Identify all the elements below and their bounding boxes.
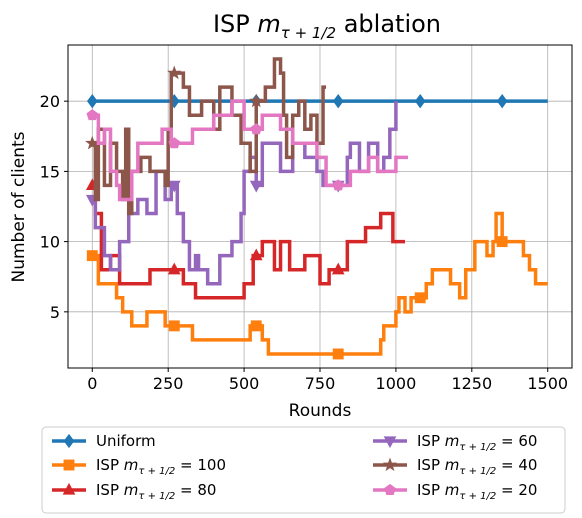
series-marker	[331, 262, 345, 275]
legend-name-value: = 80	[175, 481, 216, 499]
y-axis-label: Number of clients	[9, 131, 29, 282]
legend-label: ISP mτ + 1/2 = 40	[417, 456, 537, 477]
legend-name-value: = 100	[175, 456, 226, 474]
series-marker	[249, 180, 263, 193]
legend-name-prefix: ISP	[417, 456, 445, 474]
legend-name-var: m	[124, 456, 139, 474]
grid	[68, 45, 572, 368]
legend-name-value: = 20	[496, 481, 537, 499]
legend-name-prefix: ISP	[417, 481, 445, 499]
legend-swatch-marker	[63, 459, 75, 471]
series-marker	[250, 123, 263, 135]
x-tick-label: 500	[229, 374, 260, 393]
legend-swatch-marker	[384, 483, 396, 495]
series-marker	[167, 262, 181, 275]
legend-entry-4: ISP mτ + 1/2 = 40	[373, 456, 537, 477]
legend-label: ISP mτ + 1/2 = 80	[96, 481, 216, 502]
series-5	[86, 99, 409, 202]
series-1	[86, 211, 548, 360]
series-marker	[86, 94, 98, 109]
x-tick-label: 250	[153, 374, 184, 393]
legend-name-value: = 60	[496, 432, 537, 450]
series-marker	[496, 94, 508, 109]
legend-label: ISP mτ + 1/2 = 20	[417, 481, 537, 502]
series-0	[86, 94, 548, 109]
legend-frame	[41, 426, 566, 514]
legend-name-prefix: ISP	[96, 456, 124, 474]
series-marker	[86, 250, 98, 262]
chart-title: ISP mτ + 1/2 ablation	[213, 10, 441, 42]
legend-name-var: m	[445, 432, 460, 450]
y-tick-label: 15	[40, 162, 60, 181]
series-line	[92, 211, 548, 356]
y-tick-label: 20	[40, 92, 60, 111]
legend-entry-1: ISP mτ + 1/2 = 100	[52, 456, 226, 477]
series-4	[85, 57, 327, 216]
series-line	[92, 99, 409, 202]
tick-labels: 0 250 500 750 1000 1250 1500 5 10 15 20	[40, 92, 568, 393]
x-tick-label: 1250	[451, 374, 492, 393]
title-prefix: ISP	[213, 10, 250, 38]
x-axis-label: Rounds	[289, 401, 352, 421]
title-suffix: ablation	[344, 10, 441, 38]
legend-name-var: m	[445, 456, 460, 474]
series-marker	[249, 248, 263, 261]
legend-swatch-marker	[382, 457, 398, 472]
series-marker	[250, 320, 262, 332]
y-tick-label: 10	[40, 233, 60, 252]
title-var: m	[257, 10, 280, 38]
legend-entry-2: ISP mτ + 1/2 = 80	[52, 481, 216, 502]
legend-label: ISP mτ + 1/2 = 100	[96, 456, 226, 477]
legend-name: Uniform	[96, 432, 156, 450]
legend-name-sub: τ + 1/2	[138, 491, 175, 502]
series-marker	[167, 65, 182, 80]
series-marker	[414, 292, 426, 304]
series-marker	[414, 94, 426, 109]
series-marker	[332, 179, 345, 191]
series-marker	[167, 180, 181, 193]
series-marker	[168, 320, 180, 332]
legend-entry-3: ISP mτ + 1/2 = 60	[373, 432, 537, 453]
series-marker	[86, 109, 99, 121]
legend-name-var: m	[124, 481, 139, 499]
legend-name-prefix: ISP	[417, 432, 445, 450]
legend-name-sub: τ + 1/2	[459, 466, 496, 477]
series-marker	[332, 94, 344, 109]
series-marker	[332, 348, 344, 360]
legend-name-var: m	[445, 481, 460, 499]
series-line	[92, 101, 398, 286]
x-tick-label: 1500	[527, 374, 568, 393]
x-tick-label: 750	[305, 374, 336, 393]
legend-swatch-marker	[62, 482, 76, 495]
legend-name-prefix: ISP	[96, 481, 124, 499]
series-marker	[249, 93, 264, 108]
series-marker	[496, 236, 508, 248]
legend-name-sub: τ + 1/2	[459, 491, 496, 502]
legend-name-sub: τ + 1/2	[138, 466, 175, 477]
legend-label: Uniform	[96, 432, 156, 450]
legend-name-value: = 40	[496, 456, 537, 474]
legend-swatch-marker	[63, 433, 75, 449]
legend-entry-0: Uniform	[52, 432, 156, 450]
legend-name-sub: τ + 1/2	[459, 442, 496, 453]
series-2	[85, 178, 406, 300]
y-tick-label: 5	[50, 303, 60, 322]
legend-label: ISP mτ + 1/2 = 60	[417, 432, 537, 453]
legend-swatch-marker	[383, 436, 397, 449]
legend-entry-5: ISP mτ + 1/2 = 20	[373, 481, 537, 502]
x-tick-label: 1000	[376, 374, 417, 393]
series-marker	[168, 137, 181, 149]
x-tick-label: 0	[87, 374, 97, 393]
series-layer	[85, 57, 548, 360]
title-sub: τ + 1/2	[281, 24, 336, 42]
